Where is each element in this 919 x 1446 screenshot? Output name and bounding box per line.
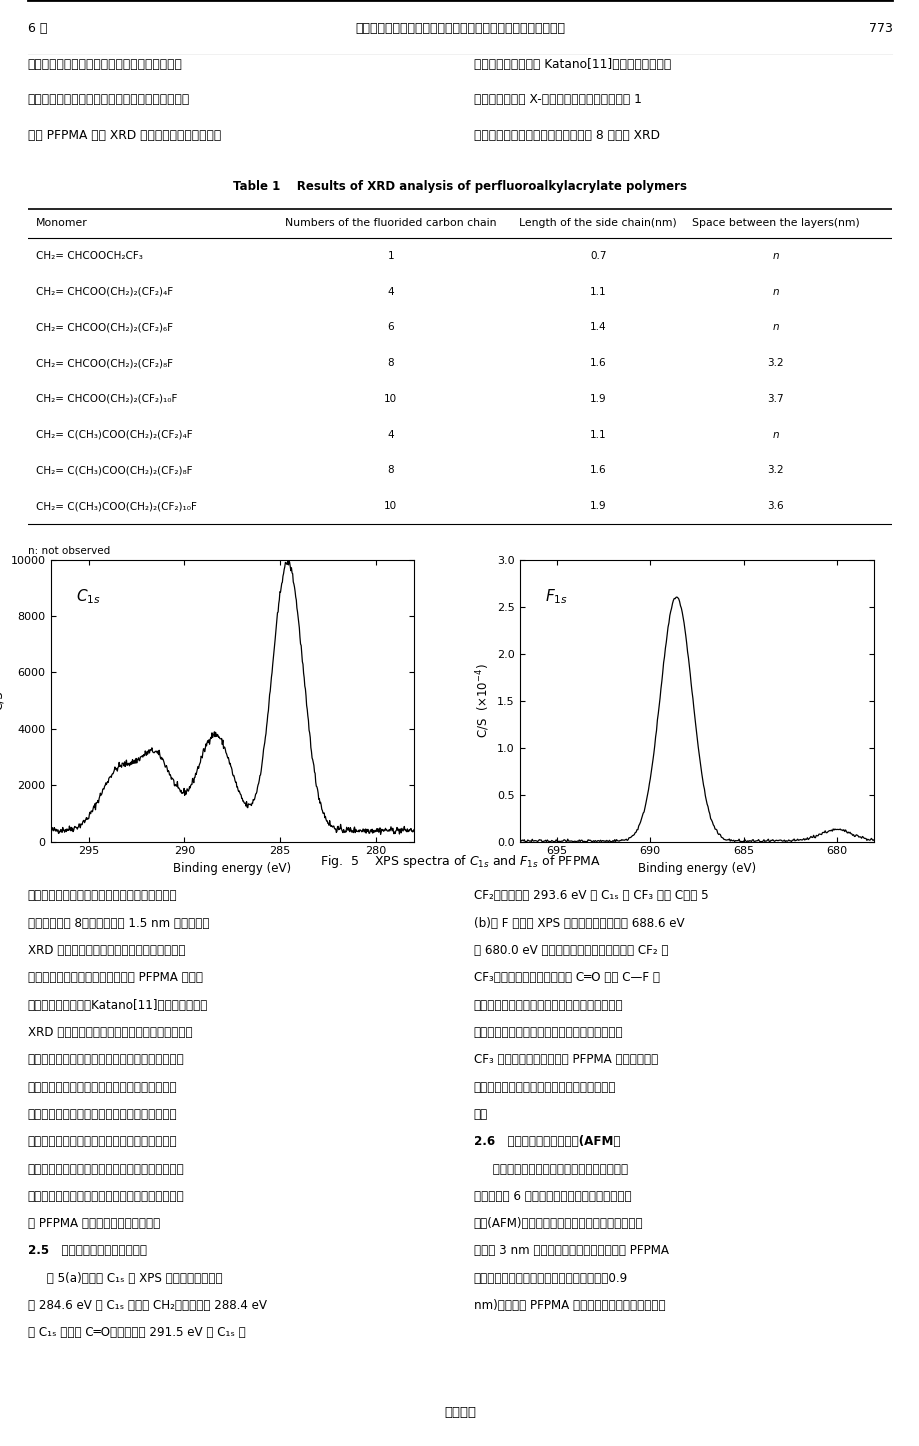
- Text: CH₂= C(CH₃)COO(CH₂)₂(CF₂)₁₀F: CH₂= C(CH₃)COO(CH₂)₂(CF₂)₁₀F: [36, 502, 197, 512]
- Text: 图 5(a)为表面 C₁ₛ 的 XPS 谱图，图中结合能: 图 5(a)为表面 C₁ₛ 的 XPS 谱图，图中结合能: [28, 1272, 222, 1285]
- Text: Table 1    Results of XRD analysis of perfluoroalkylacrylate polymers: Table 1 Results of XRD analysis of perfl…: [233, 179, 686, 192]
- Text: CH₂= CHCOO(CH₂)₂(CF₂)₈F: CH₂= CHCOO(CH₂)₂(CF₂)₈F: [36, 359, 173, 369]
- Text: n: not observed: n: not observed: [28, 547, 109, 557]
- X-axis label: Binding energy (eV): Binding energy (eV): [173, 862, 291, 875]
- Text: 1.1: 1.1: [589, 429, 606, 440]
- Text: CH₂= C(CH₃)COO(CH₂)₂(CF₂)₄F: CH₂= C(CH₃)COO(CH₂)₂(CF₂)₄F: [36, 429, 193, 440]
- Text: Fig.  5    XPS spectra of $C_{1s}$ and $F_{1s}$ of PFPMA: Fig. 5 XPS spectra of $C_{1s}$ and $F_{1…: [319, 853, 600, 870]
- Text: 重排，全氟烷基在表面的分布随时间的延长而变: 重排，全氟烷基在表面的分布随时间的延长而变: [28, 1135, 177, 1148]
- Text: Space between the layers(nm): Space between the layers(nm): [691, 218, 858, 228]
- Text: 1: 1: [387, 252, 393, 260]
- Text: Numbers of the fluorided carbon chain: Numbers of the fluorided carbon chain: [285, 218, 496, 228]
- Text: 结构衍射图的原因．Katano[11]等就是根据上述: 结构衍射图的原因．Katano[11]等就是根据上述: [28, 999, 208, 1012]
- Text: 糙度在 3 nm 左右，在玻璃基片上涂上一层 PFPMA: 糙度在 3 nm 左右，在玻璃基片上涂上一层 PFPMA: [473, 1245, 668, 1258]
- Text: 基丙烯酸酯相比具有较大的表面自由能是一致: 基丙烯酸酯相比具有较大的表面自由能是一致: [473, 1080, 616, 1093]
- Text: 面形貌，图 6 为玻璃基片和聚合物膜的原子力显: 面形貌，图 6 为玻璃基片和聚合物膜的原子力显: [473, 1190, 630, 1203]
- Text: 化合物能够自发的形成层状结构，这是由于全氟: 化合物能够自发的形成层状结构，这是由于全氟: [28, 58, 182, 71]
- Text: 所示，当全氟烷基链的碳原子数小于 8 时，由 XRD: 所示，当全氟烷基链的碳原子数小于 8 时，由 XRD: [473, 129, 659, 142]
- Text: 6 期: 6 期: [28, 22, 47, 35]
- Text: 谷国团等：一种可溶性低表面自由能聚合物的制备及其表面性质: 谷国团等：一种可溶性低表面自由能聚合物的制备及其表面性质: [355, 22, 564, 35]
- Text: 8: 8: [387, 359, 393, 369]
- Text: $F_{1s}$: $F_{1s}$: [544, 587, 567, 606]
- Y-axis label: C/S: C/S: [0, 691, 6, 710]
- Text: Monomer: Monomer: [36, 218, 88, 228]
- Text: 10: 10: [384, 393, 397, 403]
- Text: Length of the side chain(nm): Length of the side chain(nm): [519, 218, 676, 228]
- Text: n: n: [771, 286, 778, 296]
- Text: CF₃．在聚合物的表面探测到 C═O 和非 C—F 的: CF₃．在聚合物的表面探测到 C═O 和非 C—F 的: [473, 972, 659, 985]
- Text: 2.5   聚合物薄膜表面的元素分析: 2.5 聚合物薄膜表面的元素分析: [28, 1245, 146, 1258]
- Text: XRD 能够很好的观测到聚合物层状结构的衍射: XRD 能够很好的观测到聚合物层状结构的衍射: [28, 944, 185, 957]
- Text: 10: 10: [384, 502, 397, 512]
- Text: 3.2: 3.2: [766, 359, 783, 369]
- Text: 0.7: 0.7: [589, 252, 606, 260]
- X-axis label: Binding energy (eV): Binding energy (eV): [637, 862, 755, 875]
- Text: 意图．在干燥条件下，聚合物薄膜的表面被一层高: 意图．在干燥条件下，聚合物薄膜的表面被一层高: [28, 1053, 184, 1066]
- Text: 4: 4: [387, 429, 393, 440]
- Text: 微镜(AFM)照片，从图中可以看出，玻璃表面的粗: 微镜(AFM)照片，从图中可以看出，玻璃表面的粗: [473, 1218, 642, 1231]
- Text: (b)为 F 元素的 XPS 谱图，图中氟元素在 688.6 eV: (b)为 F 元素的 XPS 谱图，图中氟元素在 688.6 eV: [473, 917, 684, 930]
- Text: CF₃ 的排布不够紧密，这与 PFPMA 与其它全氟烷: CF₃ 的排布不够紧密，这与 PFPMA 与其它全氟烷: [473, 1053, 657, 1066]
- Text: 4: 4: [387, 286, 393, 296]
- Text: 固体表面的性质取决于表面的化学组成和表: 固体表面的性质取决于表面的化学组成和表: [473, 1163, 628, 1176]
- Text: CF₂，结合能为 293.6 eV 的 C₁ₛ 为 CF₃ 种的 C．图 5: CF₂，结合能为 293.6 eV 的 C₁ₛ 为 CF₃ 种的 C．图 5: [473, 889, 708, 902]
- Text: 3.2: 3.2: [766, 466, 783, 476]
- Text: 和 680.0 eV 处有两种结合能，分别归属于 CF₂ 和: 和 680.0 eV 处有两种结合能，分别归属于 CF₂ 和: [473, 944, 667, 957]
- Text: 侧链将全氟烷基侧链引入到大分子中，使得端基: 侧链将全氟烷基侧链引入到大分子中，使得端基: [473, 1025, 623, 1038]
- Text: n: n: [771, 252, 778, 260]
- Text: 酸酯类聚合物的 X-射线衍射研究的结果，如表 1: 酸酯类聚合物的 X-射线衍射研究的结果，如表 1: [473, 93, 641, 106]
- Text: 6: 6: [387, 322, 393, 333]
- Text: 1.1: 1.1: [589, 286, 606, 296]
- Text: nm)．这也是 PFPMA 涂层具有高双疏性原因之一．: nm)．这也是 PFPMA 涂层具有高双疏性原因之一．: [473, 1299, 664, 1312]
- Text: CH₂= CHCOO(CH₂)₂(CF₂)₁₀F: CH₂= CHCOO(CH₂)₂(CF₂)₁₀F: [36, 393, 177, 403]
- Text: 图像．这可能就是我们没有观测到 PFPMA 的层状: 图像．这可能就是我们没有观测到 PFPMA 的层状: [28, 972, 202, 985]
- Text: 薄膜后，使玻璃表面的粗糙度大大降低（＜0.9: 薄膜后，使玻璃表面的粗糙度大大降低（＜0.9: [473, 1272, 628, 1285]
- Text: CH₂= C(CH₃)COO(CH₂)₂(CF₂)₈F: CH₂= C(CH₃)COO(CH₂)₂(CF₂)₈F: [36, 466, 193, 476]
- Text: 为 284.6 eV 的 C₁ₛ 归属于 CH₂，结合能为 288.4 eV: 为 284.6 eV 的 C₁ₛ 归属于 CH₂，结合能为 288.4 eV: [28, 1299, 267, 1312]
- Y-axis label: C/S  ($\times10^{-4}$): C/S ($\times10^{-4}$): [473, 664, 491, 737]
- Text: 的．: 的．: [473, 1108, 487, 1121]
- Text: 得越来越疏松，结果疏水性降低，其对水的接触角: 得越来越疏松，结果疏水性降低，其对水的接触角: [28, 1163, 184, 1176]
- Text: 8: 8: [387, 466, 393, 476]
- Text: 2.6   聚合物薄膜的表面形貌(AFM）: 2.6 聚合物薄膜的表面形貌(AFM）: [473, 1135, 619, 1148]
- Text: XRD 的研究结果，提出了此类聚合物层状结构示: XRD 的研究结果，提出了此类聚合物层状结构示: [28, 1025, 192, 1038]
- Text: 疏水性的全氟烷基所覆盖，而在水氛围内即在高: 疏水性的全氟烷基所覆盖，而在水氛围内即在高: [28, 1080, 177, 1093]
- Text: 烷基与分子中其它的基团具有不相容性．然而，我: 烷基与分子中其它的基团具有不相容性．然而，我: [28, 93, 189, 106]
- Text: CH₂= CHCOO(CH₂)₂(CF₂)₄F: CH₂= CHCOO(CH₂)₂(CF₂)₄F: [36, 286, 173, 296]
- Text: 1.9: 1.9: [589, 393, 606, 403]
- Text: n: n: [771, 429, 778, 440]
- Text: CH₂= CHCOOCH₂CF₃: CH₂= CHCOOCH₂CF₃: [36, 252, 143, 260]
- Text: 1.4: 1.4: [589, 322, 606, 333]
- Text: 3.6: 3.6: [766, 502, 783, 512]
- Text: 结构的衍射图．根据 Katano[11]等对全氟烷基丙烯: 结构的衍射图．根据 Katano[11]等对全氟烷基丙烯: [473, 58, 670, 71]
- Text: 碳元素，可能是由于聚合物分子是通过一个大的: 碳元素，可能是由于聚合物分子是通过一个大的: [473, 999, 623, 1012]
- Text: 度润湿条件下，由于聚合物内部不同极性基团的: 度润湿条件下，由于聚合物内部不同极性基团的: [28, 1108, 177, 1121]
- Text: 1.9: 1.9: [589, 502, 606, 512]
- Text: 3.7: 3.7: [766, 393, 783, 403]
- Text: 碳原子数大于 8，侧链长度在 1.5 nm 以上时，由: 碳原子数大于 8，侧链长度在 1.5 nm 以上时，由: [28, 917, 209, 930]
- Text: 773: 773: [868, 22, 891, 35]
- Text: 难于观测到层状结构的衍射图，当全氟烷基链的: 难于观测到层状结构的衍射图，当全氟烷基链的: [28, 889, 177, 902]
- Text: 1.6: 1.6: [589, 466, 606, 476]
- Text: n: n: [771, 322, 778, 333]
- Text: $C_{1s}$: $C_{1s}$: [76, 587, 101, 606]
- Text: 对 PFPMA 表面疏水性的研究结果．: 对 PFPMA 表面疏水性的研究结果．: [28, 1218, 160, 1231]
- Text: 们对 PFPMA 进行 XRD 分析，却没有观测到层状: 们对 PFPMA 进行 XRD 分析，却没有观测到层状: [28, 129, 221, 142]
- Text: 越来越小．根据这个示意图，能够很好的解释我们: 越来越小．根据这个示意图，能够很好的解释我们: [28, 1190, 184, 1203]
- Text: 万方数据: 万方数据: [444, 1407, 475, 1419]
- Text: CH₂= CHCOO(CH₂)₂(CF₂)₆F: CH₂= CHCOO(CH₂)₂(CF₂)₆F: [36, 322, 173, 333]
- Text: 的 C₁ₛ 归属于 C═O，结合能为 291.5 eV 的 C₁ₛ 为: 的 C₁ₛ 归属于 C═O，结合能为 291.5 eV 的 C₁ₛ 为: [28, 1326, 245, 1339]
- Text: 1.6: 1.6: [589, 359, 606, 369]
